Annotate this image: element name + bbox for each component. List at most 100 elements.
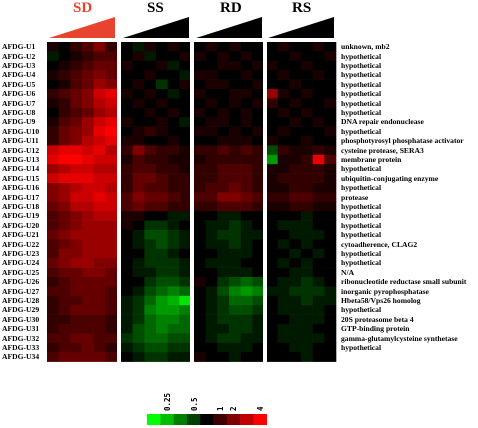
row-label: AFDG-U13 [2,155,40,164]
heatmap-cell [312,51,325,62]
heatmap-cell [240,117,253,127]
gene-annotation: inorganic pyrophosphatase [341,286,429,296]
gene-annotation: protease [341,192,369,202]
heatmap-cell [58,211,71,221]
heatmap-cell [324,98,337,109]
heatmap-cell [252,42,265,52]
heatmap-cell [47,267,59,278]
heatmap-cell [70,183,83,193]
heatmap-cell [194,295,206,306]
heatmap-cell [121,164,133,174]
heatmap-cell [82,145,94,156]
heatmap-cell [156,352,168,362]
heatmap-cell [266,98,278,109]
heatmap-cell [301,51,313,62]
heatmap-cell [121,277,133,287]
gene-annotation: hypothetical [341,202,382,211]
heatmap-cell [58,98,71,109]
row-label: AFDG-U1 [2,42,36,52]
heatmap-cell [240,277,253,287]
heatmap-cell [93,230,106,240]
heatmap-cell [105,201,118,212]
gene-annotation: GTP-binding protein [341,324,410,334]
heatmap-cell [156,333,168,344]
row-label: AFDG-U6 [2,89,36,99]
heatmap-cell [229,192,241,203]
heatmap-cell [217,192,230,203]
heatmap-cell [179,342,192,353]
heatmap-cell [194,267,206,278]
heatmap-cell [93,98,106,109]
heatmap-cell [121,324,133,334]
heatmap-cell [82,164,94,174]
heatmap-cell [167,267,180,278]
heatmap-cell [179,211,192,221]
heatmap-cell [93,324,106,334]
heatmap-cell [205,51,218,62]
heatmap-cell [312,79,325,90]
gene-annotation: 20S proteasome beta 4 [341,314,414,324]
heatmap-cell [324,183,337,193]
heatmap-cell [217,333,230,344]
heatmap-cell [266,230,278,240]
heatmap-cell [266,117,278,127]
heatmap-cell [277,286,290,297]
heatmap-cell [70,211,83,221]
heatmap-cell [301,136,313,146]
row-label: AFDG-U12 [2,145,40,155]
heatmap-cell [156,277,168,287]
heatmap-cell [229,239,241,250]
heatmap-cell [167,164,180,174]
heatmap-cell [229,286,241,297]
heatmap-cell [252,352,265,362]
legend-swatch [160,414,174,425]
heatmap-cell [217,145,230,156]
heatmap-cell [70,258,83,268]
heatmap-cell [144,60,157,71]
heatmap-cell [312,173,325,184]
heatmap-cell [144,258,157,268]
heatmap-cell [289,126,302,137]
heatmap-cell [132,145,145,156]
heatmap-cell [167,201,180,212]
heatmap-cell [58,220,71,231]
heatmap-cell [289,192,302,203]
heatmap-cell [121,136,133,146]
heatmap-cell [301,333,313,344]
heatmap-cell [240,89,253,99]
heatmap-cell [252,286,265,297]
heatmap-cell [266,342,278,353]
heatmap-cell [312,183,325,193]
heatmap-cell [121,79,133,90]
heatmap-cell [194,333,206,344]
heatmap-cell [301,154,313,165]
heatmap-cell [324,286,337,297]
heatmap-cell [47,277,59,287]
heatmap-cell [312,126,325,137]
heatmap-cell [70,164,83,174]
heatmap-cell [47,79,59,90]
heatmap-cell [217,248,230,259]
heatmap-cell [179,126,192,137]
gradient-triangle-rd [196,17,262,38]
heatmap-cell [132,305,145,315]
heatmap-cell [132,51,145,62]
heatmap-cell [121,211,133,221]
gene-annotation: phosphotyrosyl phosphatase activator [341,136,464,146]
heatmap-cell [58,267,71,278]
heatmap-cell [167,248,180,259]
heatmap-cell [132,239,145,250]
row-label: AFDG-U2 [2,51,36,61]
heatmap-cell [312,267,325,278]
heatmap-cell [144,314,157,325]
heatmap-cell [301,201,313,212]
heatmap-cell [217,258,230,268]
heatmap-cell [70,192,83,203]
heatmap-cell [301,89,313,99]
heatmap-cell [277,342,290,353]
heatmap-cell [82,295,94,306]
heatmap-cell [105,98,118,109]
heatmap-cell [266,267,278,278]
heatmap-cell [240,107,253,118]
gene-annotation: gamma-glutamylcysteine synthetase [341,333,458,343]
